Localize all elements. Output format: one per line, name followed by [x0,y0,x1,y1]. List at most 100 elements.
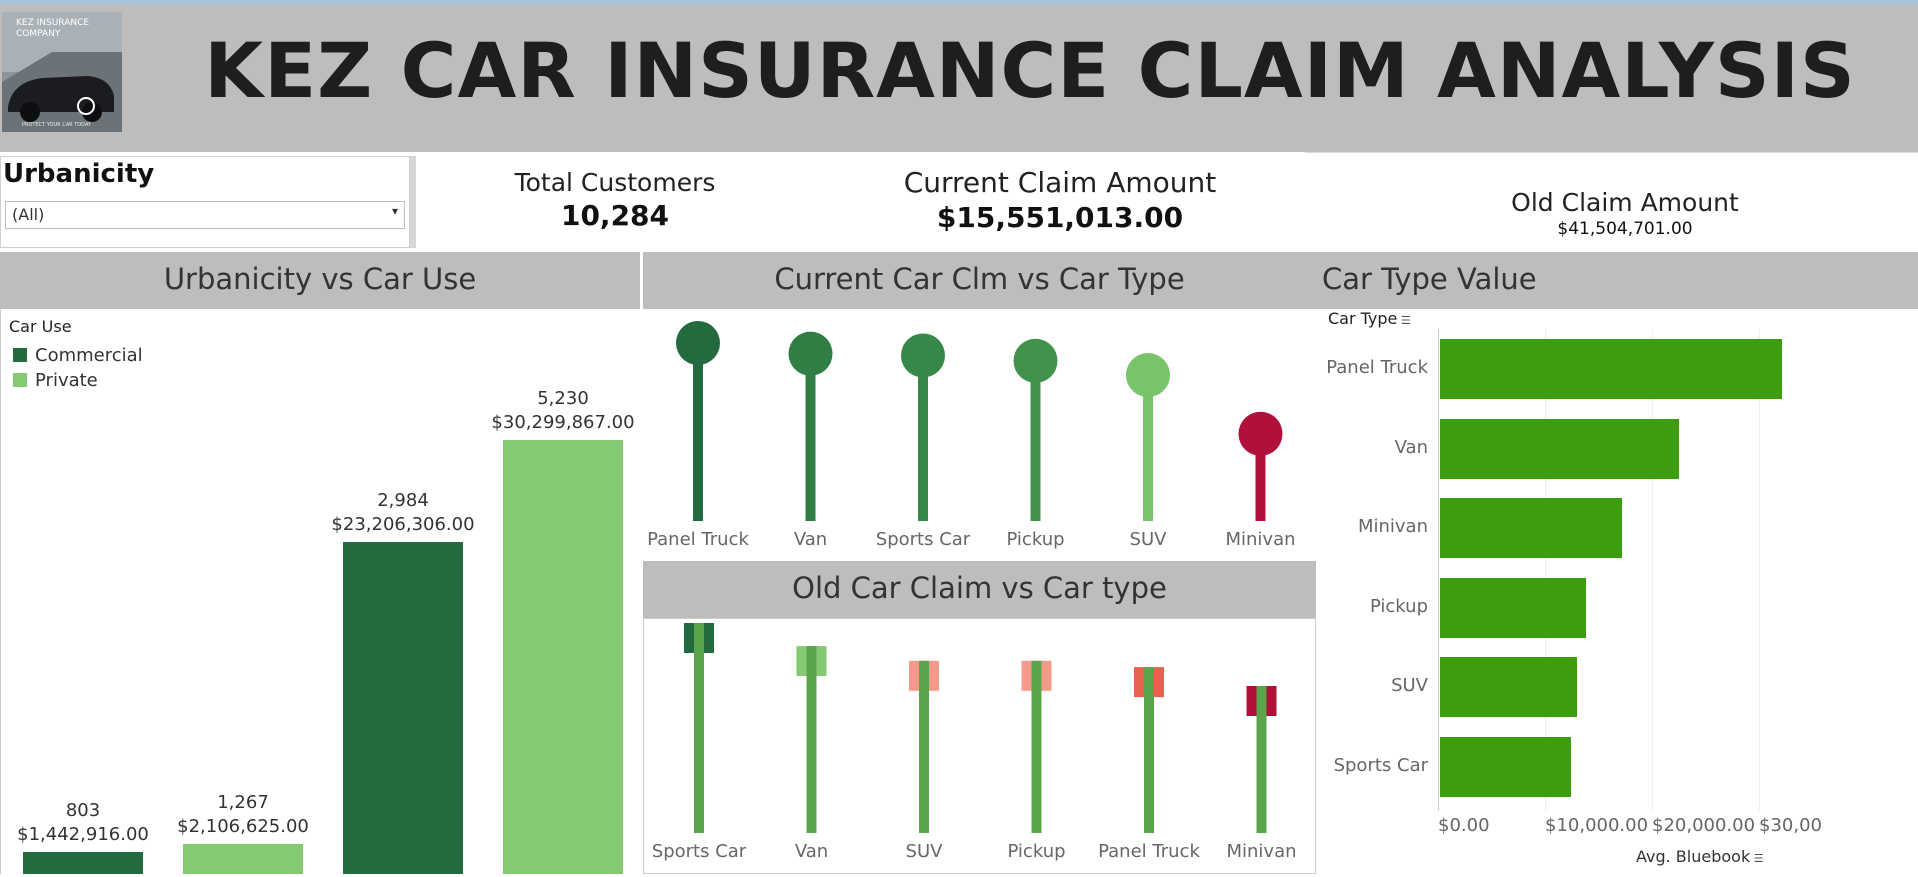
gridline [1759,329,1760,811]
lollipop-head[interactable] [1013,338,1058,383]
bar-amount-label: $2,106,625.00 [177,815,309,837]
x-axis-line [1438,329,1439,811]
kpi-label: Total Customers [514,168,716,197]
urbanicity-filter-panel: Urbanicity (All) ▾ [0,156,410,248]
chevron-down-icon[interactable]: ▾ [391,204,398,218]
x-axis-title[interactable]: Avg. Bluebook ☰ [1636,847,1764,866]
kpi-total-customers: Total Customers 10,284 [440,168,790,232]
category-label: SUV [906,841,944,862]
chart-title: Old Car Claim vs Car type [792,571,1167,605]
gridline [1652,329,1653,811]
claim-bar[interactable] [1144,667,1154,833]
kpi-value: 10,284 [560,199,670,232]
bar[interactable] [343,541,463,874]
bar[interactable] [1440,657,1577,717]
category-label: Minivan [1357,516,1428,537]
category-label: Pickup [1006,529,1064,550]
category-label: Panel Truck [1326,357,1428,378]
bar-amount-label: $30,299,867.00 [491,412,635,433]
urbanicity-chart: Car Use Commercial Private 803 $1,442,916… [0,309,641,874]
urbanicity-chart-header: Urbanicity vs Car Use [0,252,640,309]
urbanicity-dropdown[interactable]: (All) ▾ [5,201,405,229]
lollipop-head[interactable] [1126,353,1170,398]
x-axis-label: Avg. Bluebook [1636,847,1751,866]
bar[interactable] [1440,498,1622,558]
lollipop-head[interactable] [1238,411,1283,456]
chart-title: Current Car Clm vs Car Type [774,262,1185,296]
claim-bar[interactable] [806,646,817,833]
divider [410,156,416,248]
legend-swatch [13,348,27,362]
legend-label: Private [35,370,98,391]
bar[interactable] [23,852,143,874]
old-claim-svg: Sports Car Van SUV Pickup Panel Truck Minivan [652,623,1297,862]
lollipop-head[interactable] [788,331,833,376]
sort-icon[interactable]: ☰ [1750,852,1764,865]
logo-tagline: PROTECT YOUR CAR TODAY [22,122,92,128]
bar-amount-label: $23,206,306.00 [331,513,475,535]
gridline [1545,329,1546,811]
category-label: Pickup [1369,595,1428,617]
x-tick-label: $10,000.00 [1545,815,1649,836]
lollipop-svg: Panel Truck Van Sports Car Pickup SUV Minivan [647,321,1296,550]
bar[interactable] [1440,577,1586,638]
category-label: Minivan [1226,841,1296,862]
dashboard-header: KEZ INSURANCE COMPANY PROTECT YOUR CAR T… [0,0,1918,152]
category-label: SUV [1391,675,1428,696]
x-tick-label: $20,000.00 [1652,815,1756,836]
car-type-chart-header: Car Type Value [1316,252,1918,309]
bar[interactable] [1440,339,1783,399]
company-logo: KEZ INSURANCE COMPANY PROTECT YOUR CAR T… [2,12,122,132]
axis-header[interactable]: Car Type ☰ [1328,309,1411,328]
category-label: Panel Truck [1098,841,1200,862]
x-tick-label: $0.00 [1438,815,1490,836]
bar[interactable] [183,843,303,874]
bar-count-label: 2,984 [377,489,429,511]
chart-title: Car Type Value [1322,262,1537,296]
claim-bar[interactable] [1031,660,1042,833]
chart-title: Urbanicity vs Car Use [163,262,477,296]
current-claim-chart: Panel Truck Van Sports Car Pickup SUV Minivan [643,309,1316,561]
logo-text: KEZ INSURANCE COMPANY [16,18,90,39]
car-type-chart: Car Type ☰ Avg. Bluebook ☰ $0.00 $10,000.… [1316,309,1918,874]
kpi-old-claim-panel [1305,152,1918,249]
bar-count-label: 803 [65,800,101,821]
category-label: Van [795,841,828,862]
lollipop-head[interactable] [901,333,945,378]
old-claim-chart: Sports Car Van SUV Pickup Panel Truck Minivan [643,618,1316,874]
bar-count-label: 5,230 [537,388,589,409]
legend-title: Car Use [9,317,72,336]
bar-count-label: 1,267 [217,791,269,813]
claim-bar[interactable] [919,660,929,833]
kpi-current-claim: Current Claim Amount $15,551,013.00 [860,166,1260,234]
category-label: Pickup [1007,841,1065,862]
filter-label: Urbanicity [3,159,155,189]
kpi-value: $15,551,013.00 [936,201,1184,234]
bar-amount-label: $1,442,916.00 [17,824,149,845]
category-label: Panel Truck [647,529,749,550]
legend-label: Commercial [35,345,143,366]
dropdown-value: (All) [12,205,45,224]
category-label: Van [794,529,827,550]
sort-icon[interactable]: ☰ [1397,314,1411,327]
current-claim-chart-header: Current Car Clm vs Car Type [643,252,1316,309]
category-label: Sports Car [876,529,971,550]
old-claim-chart-header: Old Car Claim vs Car type [643,561,1316,618]
category-label: SUV [1130,529,1168,550]
kpi-old-claim: Old Claim Amount $41,504,701.00 [1400,188,1850,239]
category-label: Van [1394,436,1428,458]
category-label: Minivan [1225,529,1295,550]
bar[interactable] [1440,418,1679,479]
kpi-label: Current Claim Amount [903,166,1217,199]
x-tick-label: $30,00 [1759,815,1822,836]
axis-header-label: Car Type [1328,309,1398,328]
bar[interactable] [503,440,623,874]
category-label: Sports Car [652,841,747,862]
claim-bar[interactable] [1256,686,1267,833]
legend-swatch [13,373,27,387]
claim-bar[interactable] [694,623,704,833]
kpi-label: Old Claim Amount [1511,188,1739,217]
lollipop-head[interactable] [676,321,720,365]
category-label: Sports Car [1333,754,1428,776]
bar[interactable] [1440,736,1571,797]
